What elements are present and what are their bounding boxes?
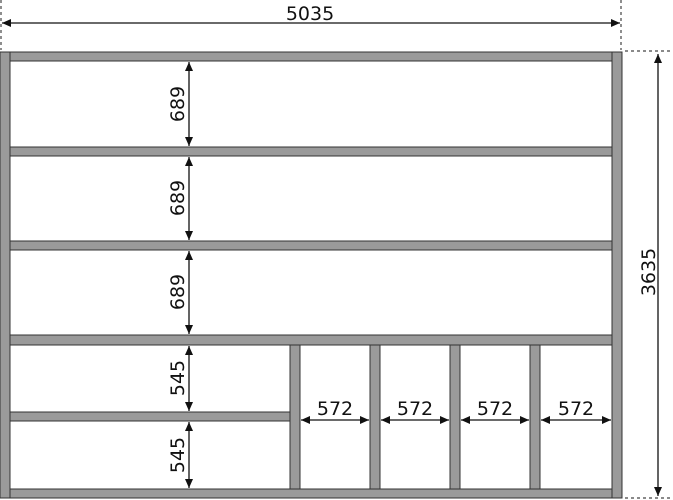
bay-width-dimension-1-arrow-left (301, 416, 310, 424)
overall-height-label: 3635 (638, 248, 660, 296)
lower-height-dimension-1-arrow-down (185, 402, 193, 411)
shelf-height-dimension-3-arrow-up (185, 251, 193, 260)
lower-height-dimension-2-arrow-down (185, 479, 193, 488)
bay-width-label-2: 572 (397, 398, 433, 420)
bay-width-dimension-2-arrow-right (440, 416, 449, 424)
bay-width-label-4: 572 (558, 398, 594, 420)
lower-height-dimension-1-arrow-up (185, 346, 193, 355)
right-post (611, 51, 623, 499)
frame-members (0, 51, 623, 499)
shelf-height-dimension-1-arrow-down (185, 137, 193, 146)
left-post (0, 51, 11, 499)
shelf-height-dimension-3-arrow-down (185, 325, 193, 334)
shelf-3 (9, 334, 613, 346)
shelf-1 (9, 146, 613, 157)
bay-width-dimension-3-arrow-right (520, 416, 529, 424)
bottom-rail (9, 488, 613, 499)
shelf-height-dimension-2-arrow-down (185, 231, 193, 240)
divider-3 (449, 344, 461, 490)
shelf-height-label-1: 689 (167, 86, 189, 122)
divider-2 (369, 344, 381, 490)
shelf-height-label-3: 689 (167, 274, 189, 310)
shelf-height-label-2: 689 (167, 180, 189, 216)
lower-height-label-2: 545 (167, 437, 189, 473)
divider-4 (529, 344, 541, 490)
bay-width-dimension-4-arrow-left (541, 416, 550, 424)
bay-width-dimension-3-arrow-left (461, 416, 470, 424)
divider-1 (289, 344, 301, 490)
lower-height-dimension-2-arrow-up (185, 422, 193, 431)
top-rail (9, 51, 613, 62)
lower-left-shelf (9, 411, 291, 422)
bay-width-dimension-1-arrow-right (360, 416, 369, 424)
overall-width-dimension-arrow-right (611, 19, 620, 27)
overall-width-label: 5035 (286, 3, 334, 25)
bay-width-dimension-2-arrow-left (381, 416, 390, 424)
bay-width-label-3: 572 (477, 398, 513, 420)
bay-width-dimension-4-arrow-right (602, 416, 611, 424)
bay-width-label-1: 572 (317, 398, 353, 420)
overall-height-dimension-arrow-up (654, 54, 662, 63)
shelf-height-dimension-1-arrow-up (185, 62, 193, 71)
overall-height-dimension-arrow-down (654, 487, 662, 496)
shelf-2 (9, 240, 613, 251)
lower-height-label-1: 545 (167, 360, 189, 396)
overall-width-dimension-arrow-left (2, 19, 11, 27)
shelf-height-dimension-2-arrow-up (185, 157, 193, 166)
